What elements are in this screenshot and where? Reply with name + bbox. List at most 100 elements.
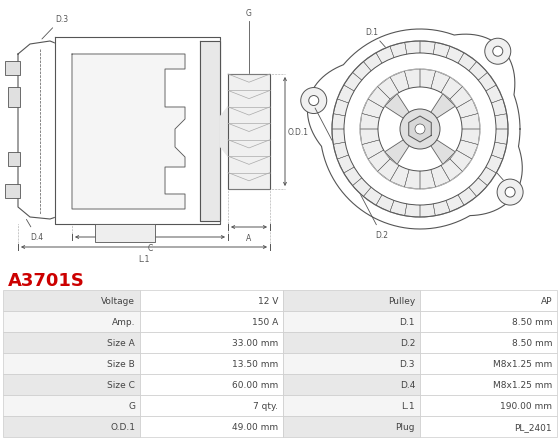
Text: 8.50 mm: 8.50 mm — [511, 338, 552, 347]
Text: PL_2401: PL_2401 — [515, 422, 552, 431]
Polygon shape — [377, 159, 399, 181]
Polygon shape — [72, 55, 185, 209]
Polygon shape — [344, 168, 362, 186]
Bar — [283, 332, 420, 353]
Bar — [420, 353, 557, 374]
Bar — [3, 353, 140, 374]
Polygon shape — [469, 63, 487, 81]
Text: D.1: D.1 — [399, 317, 415, 326]
Polygon shape — [486, 86, 503, 104]
Polygon shape — [405, 205, 420, 218]
Polygon shape — [333, 100, 348, 117]
Bar — [283, 395, 420, 416]
Polygon shape — [409, 117, 431, 143]
Polygon shape — [469, 178, 487, 197]
Text: AP: AP — [540, 297, 552, 305]
Polygon shape — [353, 63, 371, 81]
Text: 7 qty.: 7 qty. — [253, 401, 278, 410]
Polygon shape — [376, 195, 394, 212]
Polygon shape — [362, 100, 384, 119]
Polygon shape — [377, 78, 399, 100]
Polygon shape — [427, 95, 455, 123]
Text: D.4: D.4 — [400, 380, 415, 389]
Polygon shape — [460, 130, 480, 145]
Bar — [283, 311, 420, 332]
Polygon shape — [332, 130, 345, 145]
Text: 13.50 mm: 13.50 mm — [232, 359, 278, 368]
Polygon shape — [55, 38, 220, 225]
Bar — [3, 416, 140, 437]
Text: 49.00 mm: 49.00 mm — [232, 422, 278, 431]
Polygon shape — [332, 114, 345, 130]
Text: 190.00 mm: 190.00 mm — [500, 401, 552, 410]
Bar — [3, 332, 140, 353]
Text: D.2: D.2 — [400, 338, 415, 347]
Polygon shape — [337, 86, 354, 104]
Bar — [140, 374, 283, 395]
Polygon shape — [427, 136, 455, 165]
Text: D.3: D.3 — [42, 15, 68, 40]
Text: Voltage: Voltage — [101, 297, 135, 305]
Circle shape — [309, 96, 319, 106]
Text: L.1: L.1 — [402, 401, 415, 410]
Polygon shape — [431, 166, 450, 187]
Text: L.1: L.1 — [138, 254, 150, 263]
Polygon shape — [492, 100, 507, 117]
Bar — [420, 374, 557, 395]
Polygon shape — [362, 141, 384, 159]
Bar — [283, 416, 420, 437]
Bar — [3, 311, 140, 332]
Bar — [420, 395, 557, 416]
Polygon shape — [360, 114, 380, 130]
Text: A: A — [246, 233, 251, 243]
Bar — [3, 374, 140, 395]
Text: 60.00 mm: 60.00 mm — [232, 380, 278, 389]
Polygon shape — [492, 143, 507, 160]
Polygon shape — [420, 205, 435, 218]
Text: C: C — [147, 244, 153, 252]
Polygon shape — [385, 95, 413, 123]
Bar — [5, 62, 20, 76]
Polygon shape — [307, 30, 522, 230]
Bar — [140, 290, 283, 311]
Polygon shape — [495, 114, 508, 130]
Polygon shape — [446, 47, 464, 64]
Text: Pulley: Pulley — [388, 297, 415, 305]
Text: Plug: Plug — [395, 422, 415, 431]
Polygon shape — [478, 73, 496, 92]
Polygon shape — [368, 151, 390, 172]
Polygon shape — [446, 195, 464, 212]
Polygon shape — [441, 159, 463, 181]
Circle shape — [415, 125, 425, 135]
Bar — [283, 353, 420, 374]
Polygon shape — [495, 130, 508, 145]
Polygon shape — [353, 178, 371, 197]
Polygon shape — [18, 42, 72, 219]
Bar — [5, 184, 20, 198]
Text: D.1: D.1 — [365, 28, 503, 180]
Text: Size A: Size A — [108, 338, 135, 347]
Polygon shape — [390, 43, 407, 58]
Bar — [8, 153, 20, 166]
Polygon shape — [360, 130, 380, 145]
Text: Amp.: Amp. — [111, 317, 135, 326]
Polygon shape — [450, 87, 472, 109]
Polygon shape — [441, 78, 463, 100]
Polygon shape — [458, 54, 477, 72]
Polygon shape — [404, 170, 420, 190]
Bar — [8, 88, 20, 108]
Circle shape — [493, 47, 503, 57]
Polygon shape — [420, 170, 436, 190]
Bar — [3, 395, 140, 416]
Text: O.D.1: O.D.1 — [110, 422, 135, 431]
Polygon shape — [486, 155, 503, 173]
Polygon shape — [456, 100, 478, 119]
Bar — [140, 311, 283, 332]
Text: 150 A: 150 A — [252, 317, 278, 326]
Polygon shape — [405, 42, 420, 55]
Circle shape — [360, 70, 480, 190]
Text: 33.00 mm: 33.00 mm — [232, 338, 278, 347]
Text: 12 V: 12 V — [258, 297, 278, 305]
Polygon shape — [460, 114, 480, 130]
Text: D.2: D.2 — [315, 109, 388, 240]
